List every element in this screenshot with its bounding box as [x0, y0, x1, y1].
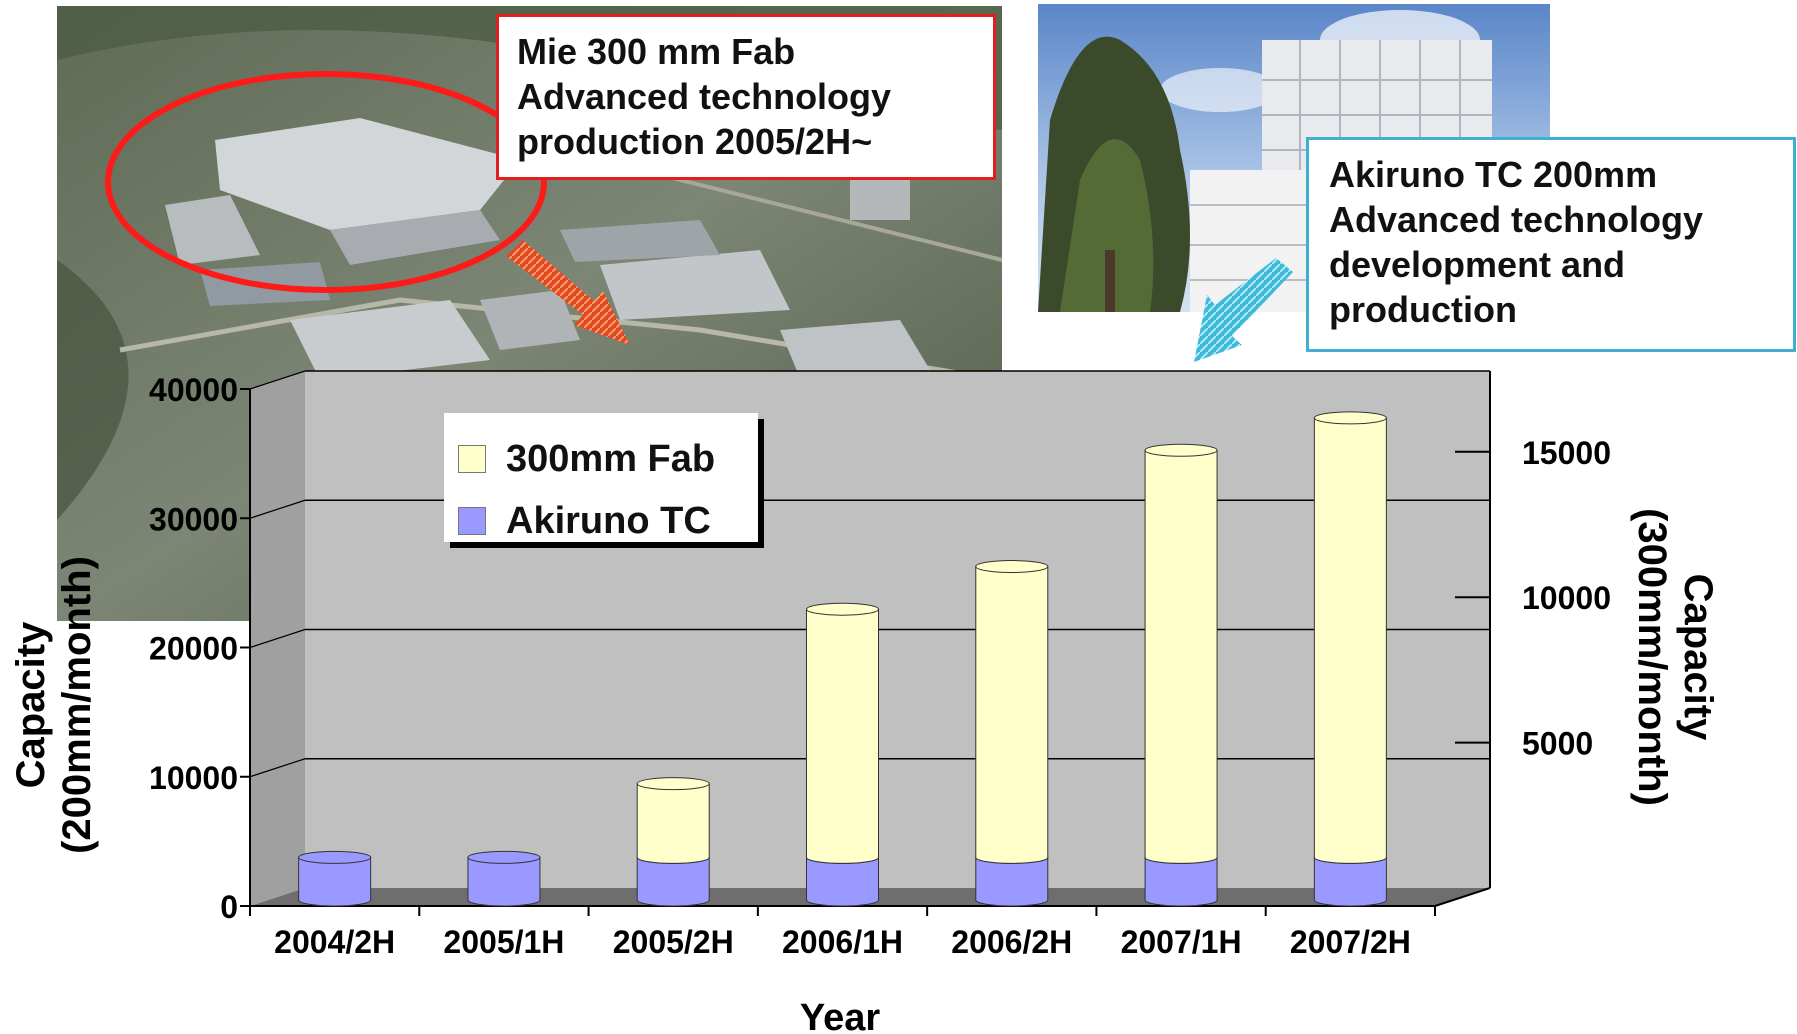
cylinder-body: [1144, 856, 1218, 907]
cylinder-top: [298, 850, 372, 864]
x-tick-label: 2005/1H: [443, 924, 564, 960]
right-tick-label: 5000: [1522, 726, 1593, 762]
x-axis-depth-line: [1434, 887, 1491, 907]
akiruno-tc-callout: Akiruno TC 200mm Advanced technology dev…: [1306, 137, 1796, 352]
cylinder-body: [636, 856, 710, 907]
mie-highlight-ellipse: [105, 71, 547, 293]
gridline-side: [249, 499, 306, 519]
cylinder-top: [636, 777, 710, 791]
cylinder-top: [1313, 411, 1387, 425]
bars: [298, 411, 1387, 907]
mie-callout-line: production 2005/2H~: [517, 121, 873, 162]
left-tick-label: 30000: [149, 501, 238, 537]
x-tick-label: 2006/2H: [951, 924, 1072, 960]
legend-swatch-akiruno-tc: [458, 507, 486, 535]
mie-fab-callout: Mie 300 mm Fab Advanced technology produ…: [496, 14, 996, 180]
axis-title-line: (300mm/month): [1630, 508, 1674, 806]
x-tick-label: 2007/2H: [1290, 924, 1411, 960]
mie-callout-line: Mie 300 mm Fab: [517, 31, 796, 72]
left-axis-title: Capacity (200mm/month): [9, 556, 99, 854]
bar-segment-akiruno-tc: [467, 850, 541, 907]
mie-callout-line: Advanced technology: [517, 76, 892, 117]
legend-item-300mm-fab: 300mm Fab: [458, 437, 715, 481]
axis-title-line: Capacity: [9, 621, 53, 788]
chart: 0 10000 20000 30000 40000 5000 10000 15000 200…: [9, 370, 1720, 1034]
x-tick-label: 2004/2H: [274, 924, 395, 960]
x-axis-title: Year: [800, 997, 881, 1034]
gridline-side: [249, 370, 306, 390]
left-tick-label: 20000: [149, 631, 238, 667]
legend-label: Akiruno TC: [506, 499, 711, 542]
legend-swatch-300mm-fab: [458, 445, 486, 473]
bar-segment-300mm-fab: [1313, 411, 1387, 864]
cylinder-body: [1144, 449, 1218, 864]
bar-segment-300mm-fab: [975, 560, 1049, 864]
cylinder-body: [975, 566, 1049, 864]
left-tick-label: 0: [220, 889, 238, 925]
left-tick-label: 40000: [149, 372, 238, 408]
x-tick-label: 2005/2H: [613, 924, 734, 960]
akiruno-callout-line: production: [1329, 289, 1517, 330]
gridline-side: [249, 758, 306, 778]
left-tick-label: 10000: [149, 760, 238, 796]
cylinder-top: [467, 850, 541, 864]
gridline-side: [249, 628, 306, 649]
akiruno-arrow-icon: [1194, 258, 1293, 362]
left-y-axis: 0 10000 20000 30000 40000: [149, 372, 251, 925]
cylinder-body: [636, 783, 710, 864]
x-tick-label: 2006/1H: [782, 924, 903, 960]
right-tick-label: 15000: [1522, 435, 1611, 471]
cylinder-top: [1144, 443, 1218, 457]
right-y-axis: 5000 10000 15000: [1455, 371, 1611, 888]
mie-arrow-icon: [506, 240, 630, 345]
right-axis-title: Capacity(300mm/month): [1630, 508, 1720, 806]
akiruno-callout-line: Akiruno TC 200mm: [1329, 154, 1658, 195]
bar-segment-300mm-fab: [1144, 443, 1218, 864]
x-tick-label: 2007/1H: [1121, 924, 1242, 960]
right-tick-label: 10000: [1522, 580, 1611, 616]
cylinder-body: [806, 856, 879, 907]
cylinder-body: [1313, 417, 1387, 864]
akiruno-callout-line: development and: [1329, 244, 1626, 285]
legend-label: 300mm Fab: [506, 437, 716, 480]
legend-item-akiruno-tc: Akiruno TC: [458, 499, 711, 543]
cylinder-body: [298, 856, 372, 907]
cylinder-top: [806, 602, 879, 616]
cylinder-body: [1313, 856, 1387, 907]
cylinder-body: [806, 608, 879, 864]
bar-segment-300mm-fab: [636, 777, 710, 864]
axis-title-line: (200mm/month): [55, 556, 99, 854]
chart-legend: 300mm Fab Akiruno TC: [444, 413, 758, 542]
cylinder-body: [975, 856, 1049, 907]
akiruno-callout-line: Advanced technology: [1329, 199, 1704, 240]
bar-segment-300mm-fab: [806, 602, 879, 864]
cylinder-body: [467, 856, 541, 907]
axis-title-line: Capacity: [1676, 574, 1720, 741]
bar-segment-akiruno-tc: [298, 850, 372, 907]
cylinder-top: [975, 560, 1049, 574]
